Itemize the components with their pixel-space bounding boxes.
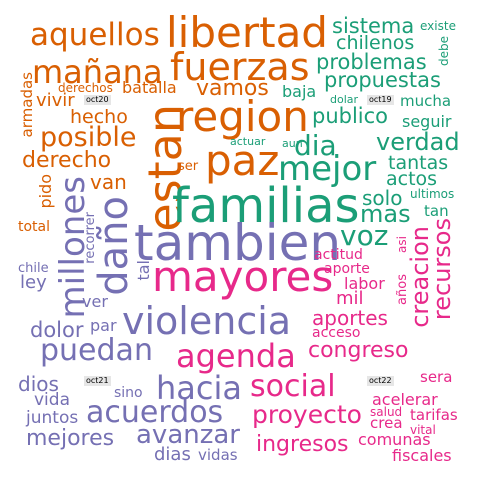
word-vivir: vivir bbox=[36, 90, 75, 111]
word-derecho: derecho bbox=[22, 148, 112, 173]
word-libertad: libertad bbox=[166, 8, 328, 57]
word-mayores: mayores bbox=[152, 252, 334, 301]
word-puedan: puedan bbox=[40, 333, 153, 368]
word-violencia: violencia bbox=[122, 299, 292, 343]
word-chilenos: chilenos bbox=[336, 32, 415, 54]
word-mas: mas bbox=[360, 200, 411, 228]
word-crea: crea bbox=[370, 414, 403, 432]
word-ley: ley bbox=[20, 272, 47, 293]
word-vamos: vamos bbox=[196, 76, 269, 101]
word-familias: familias bbox=[172, 178, 360, 234]
word-acceso: acceso bbox=[312, 325, 361, 341]
word-actos: actos bbox=[386, 168, 438, 190]
word-tan: tan bbox=[424, 202, 449, 220]
word-ingresos: ingresos bbox=[256, 432, 349, 457]
word-ver: ver bbox=[82, 292, 108, 311]
word-actitud: actitud bbox=[314, 247, 363, 263]
word-dia: dia bbox=[294, 129, 337, 162]
group-label-oct20: oct20 bbox=[84, 95, 111, 105]
word-aquellos: aquellos bbox=[30, 17, 160, 53]
word-dano: daño bbox=[91, 196, 137, 296]
word-comunas: comunas bbox=[358, 430, 431, 449]
word-tambien: tambien bbox=[134, 214, 342, 272]
word-dias: dias bbox=[154, 444, 191, 465]
word-propuestas: propuestas bbox=[324, 68, 441, 92]
word-salud: salud bbox=[370, 405, 403, 419]
word-posible: posible bbox=[40, 122, 137, 153]
word-fuerzas: fuerzas bbox=[170, 45, 310, 89]
word-avanzar: avanzar bbox=[136, 420, 240, 450]
word-batalla: batalla bbox=[122, 78, 177, 97]
word-ser: ser bbox=[178, 159, 199, 174]
word-existe: existe bbox=[420, 19, 456, 33]
word-agenda: agenda bbox=[176, 337, 296, 375]
word-mejor: mejor bbox=[278, 149, 377, 189]
word-sistema: sistema bbox=[332, 14, 415, 38]
word-juntos: juntos bbox=[26, 408, 79, 428]
word-tantas: tantas bbox=[388, 152, 449, 174]
word-debe: debe bbox=[437, 36, 451, 66]
word-pido: pido bbox=[36, 174, 55, 209]
word-vida: vida bbox=[34, 390, 70, 410]
word-chile: chile bbox=[18, 261, 49, 276]
word-fiscales: fiscales bbox=[392, 446, 452, 465]
group-label-oct21: oct21 bbox=[84, 376, 111, 386]
word-mil: mil bbox=[336, 288, 364, 309]
word-aportes: aportes bbox=[312, 306, 388, 330]
word-social: social bbox=[250, 369, 336, 404]
word-derechos: derechos bbox=[58, 81, 113, 95]
word-dios: dios bbox=[18, 372, 59, 396]
word-vital: vital bbox=[410, 423, 436, 437]
word-paz: paz bbox=[205, 136, 280, 185]
word-sera: sera bbox=[420, 368, 453, 386]
word-hacia: hacia bbox=[156, 369, 242, 407]
word-problemas: problemas bbox=[316, 50, 427, 74]
word-recorrer: recorrer bbox=[83, 212, 98, 264]
word-tarifas: tarifas bbox=[410, 406, 458, 424]
word-recursos: recursos bbox=[428, 218, 456, 321]
word-dolor: dolor bbox=[30, 318, 84, 342]
word-total: total bbox=[18, 219, 51, 235]
word-par: par bbox=[90, 316, 117, 335]
word-actuar: actuar bbox=[230, 135, 266, 148]
word-mucha: mucha bbox=[400, 92, 452, 110]
word-proyecto: proyecto bbox=[252, 400, 362, 429]
word-verdad: verdad bbox=[376, 128, 460, 156]
word-tal: tal bbox=[134, 260, 153, 281]
group-label-oct19: oct19 bbox=[367, 95, 394, 105]
word-mejores: mejores bbox=[26, 426, 115, 451]
word-baja: baja bbox=[282, 82, 317, 101]
word-acelerar: acelerar bbox=[372, 390, 438, 409]
word-manana: mañana bbox=[32, 53, 163, 91]
word-seguir: seguir bbox=[402, 112, 452, 131]
word-region: region bbox=[176, 92, 309, 141]
word-acuerdos: acuerdos bbox=[86, 395, 224, 430]
word-van: van bbox=[90, 170, 127, 194]
word-publico: publico bbox=[312, 104, 389, 128]
word-aun: aun bbox=[282, 137, 303, 150]
word-sino: sino bbox=[114, 385, 143, 401]
word-dolar: dolar bbox=[330, 93, 359, 106]
word-armadas: armadas bbox=[18, 72, 36, 138]
word-voz: voz bbox=[340, 219, 389, 252]
group-label-oct22: oct22 bbox=[367, 376, 394, 386]
word-vidas: vidas bbox=[198, 446, 238, 464]
word-congreso: congreso bbox=[308, 338, 409, 363]
word-aporte: aporte bbox=[324, 261, 370, 277]
word-labor: labor bbox=[344, 274, 385, 293]
word-hecho: hecho bbox=[70, 106, 128, 128]
word-ultimos: ultimos bbox=[410, 187, 455, 201]
word-solo: solo bbox=[362, 186, 403, 210]
